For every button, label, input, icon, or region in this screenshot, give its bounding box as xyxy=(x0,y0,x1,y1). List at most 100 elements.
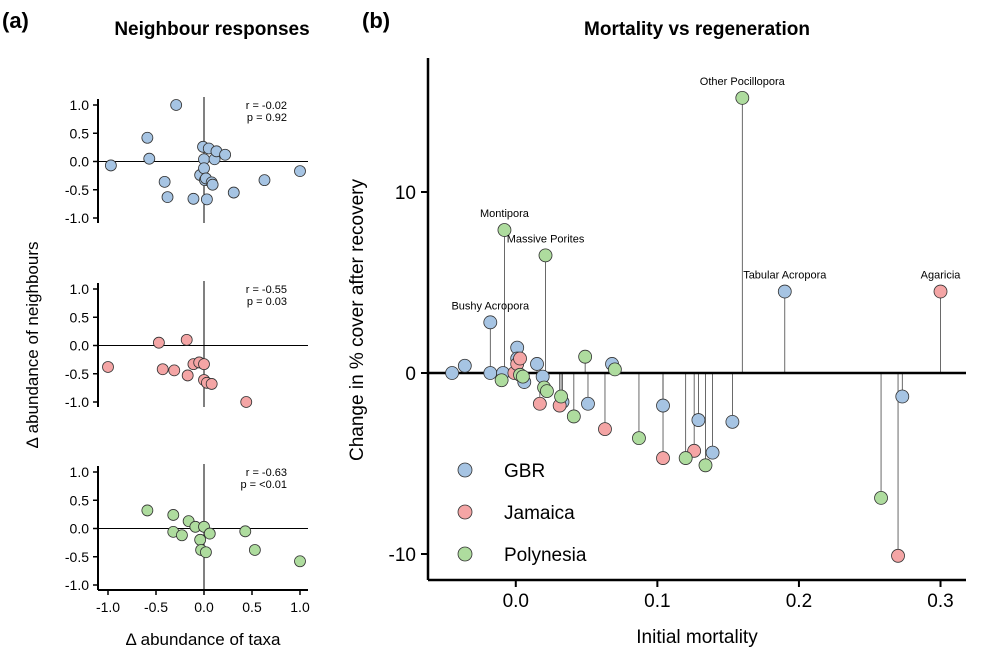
data-point-gbr xyxy=(457,358,472,373)
data-point xyxy=(198,162,210,175)
x-tick-label: 0.0 xyxy=(503,591,529,612)
data-point xyxy=(167,509,180,521)
data-point xyxy=(248,544,261,556)
data-point xyxy=(200,193,213,206)
subplot-gbr: -1.0 -0.5 0.0 0.5 1.0 r = -0.02p = 0.92 xyxy=(65,97,308,226)
data-point-jamaica xyxy=(933,284,948,299)
data-point-polynesia xyxy=(566,409,581,424)
panel-b-x-axis-label: Initial mortality xyxy=(636,627,758,648)
correlation-p-label: p = <0.01 xyxy=(241,479,288,491)
data-point-gbr xyxy=(705,445,720,460)
data-point xyxy=(141,504,154,517)
data-point-jamaica xyxy=(513,351,527,366)
y-tick-label: 0.0 xyxy=(70,338,90,354)
data-point xyxy=(156,363,169,376)
data-point-polynesia xyxy=(632,431,646,446)
taxon-label: Tabular Acropora xyxy=(743,270,827,282)
data-point-jamaica xyxy=(598,422,612,437)
correlation-r-label: r = -0.55 xyxy=(246,284,287,296)
data-point-gbr xyxy=(581,396,595,411)
data-point xyxy=(258,174,271,187)
panel-a-title: Neighbour responses xyxy=(114,19,309,40)
data-point xyxy=(219,148,232,161)
x-tick-label: 0.3 xyxy=(927,591,953,612)
y-tick-label: -0.5 xyxy=(65,549,89,565)
data-point-gbr xyxy=(445,366,459,380)
data-point xyxy=(102,361,114,373)
legend: GBR Jamaica Polynesia xyxy=(457,461,587,566)
data-point xyxy=(187,192,200,205)
data-point xyxy=(141,131,154,144)
legend-label-polynesia: Polynesia xyxy=(504,545,587,566)
panel-a-y-axis-label: Δ abundance of neighbours xyxy=(23,241,42,448)
y-tick-label: 0.0 xyxy=(70,521,90,537)
data-point xyxy=(158,175,171,188)
data-point xyxy=(294,165,306,178)
x-tick-label: 0.5 xyxy=(242,599,262,615)
data-point xyxy=(206,178,219,191)
panel-a-x-axis-label: Δ abundance of taxa xyxy=(125,630,281,649)
data-point xyxy=(104,159,117,172)
data-point xyxy=(200,546,212,559)
data-point-gbr xyxy=(691,413,706,427)
y-tick-label: -1.0 xyxy=(65,577,89,593)
data-point xyxy=(240,396,253,408)
data-point xyxy=(170,99,183,111)
data-point xyxy=(203,527,216,540)
taxon-label: Montipora xyxy=(480,208,530,220)
panel-b-y-axis-label: Change in % cover after recovery xyxy=(347,179,368,461)
data-point-polynesia xyxy=(538,248,553,263)
data-point-polynesia xyxy=(874,490,888,505)
legend-swatch-polynesia xyxy=(457,546,473,562)
legend-label-jamaica: Jamaica xyxy=(504,503,575,524)
data-point xyxy=(294,555,306,568)
data-point-polynesia xyxy=(497,223,512,237)
data-point xyxy=(180,333,193,346)
data-point xyxy=(181,369,194,382)
data-point-polynesia xyxy=(678,451,693,465)
data-point-polynesia xyxy=(515,369,530,384)
legend-swatch-gbr xyxy=(457,462,473,478)
data-point xyxy=(168,364,181,377)
data-point xyxy=(227,186,240,199)
data-point xyxy=(152,336,165,349)
x-tick-label: 1.0 xyxy=(290,599,310,615)
y-tick-label: 0.5 xyxy=(70,309,90,325)
taxon-label: Other Pocillopora xyxy=(700,76,786,88)
data-point-gbr xyxy=(530,357,544,371)
data-point-gbr xyxy=(483,315,498,330)
neighbour-response-subplots: -1.0 -0.5 0.0 0.5 1.0 r = -0.02p = 0.92 -1.0 -0… xyxy=(65,97,310,615)
data-point-polynesia xyxy=(607,362,622,377)
panel-b-tag: (b) xyxy=(362,8,390,33)
x-tick-label: -0.5 xyxy=(144,599,168,615)
y-tick-label: 1.0 xyxy=(70,464,90,480)
data-point-gbr xyxy=(777,284,792,299)
data-point-gbr xyxy=(725,414,740,429)
y-tick-label: -10 xyxy=(389,545,416,566)
data-point-jamaica xyxy=(891,548,905,563)
legend-swatch-jamaica xyxy=(457,504,473,520)
y-tick-label: 1.0 xyxy=(70,281,90,297)
subplot-jamaica: -1.0 -0.5 0.0 0.5 1.0 r = -0.55p = 0.03 xyxy=(65,281,308,410)
data-point-gbr xyxy=(656,398,670,413)
data-point-gbr xyxy=(895,389,910,404)
data-point xyxy=(205,378,218,390)
taxon-label: Bushy Acropora xyxy=(451,300,530,312)
subplot-polynesia: -1.0 -0.5 0.0 0.5 1.0 -1.0 -0.5 0.0 0.5 1.0 r = -0… xyxy=(65,464,310,615)
y-tick-label: 0.5 xyxy=(70,125,90,141)
data-point xyxy=(198,358,210,371)
y-tick-label: -1.0 xyxy=(65,210,89,226)
data-point xyxy=(161,191,174,203)
taxon-label: Massive Porites xyxy=(507,233,585,245)
data-point-polynesia xyxy=(494,373,509,388)
data-point xyxy=(239,525,252,538)
data-point xyxy=(194,533,207,546)
y-tick-label: -1.0 xyxy=(65,394,89,410)
taxon-label: Agaricia xyxy=(921,270,962,282)
y-tick-label: 10 xyxy=(395,183,416,204)
x-tick-label: 0.0 xyxy=(194,599,214,615)
y-tick-label: 0.5 xyxy=(70,492,90,508)
y-tick-label: 1.0 xyxy=(70,97,90,113)
y-tick-label: -0.5 xyxy=(65,182,89,198)
